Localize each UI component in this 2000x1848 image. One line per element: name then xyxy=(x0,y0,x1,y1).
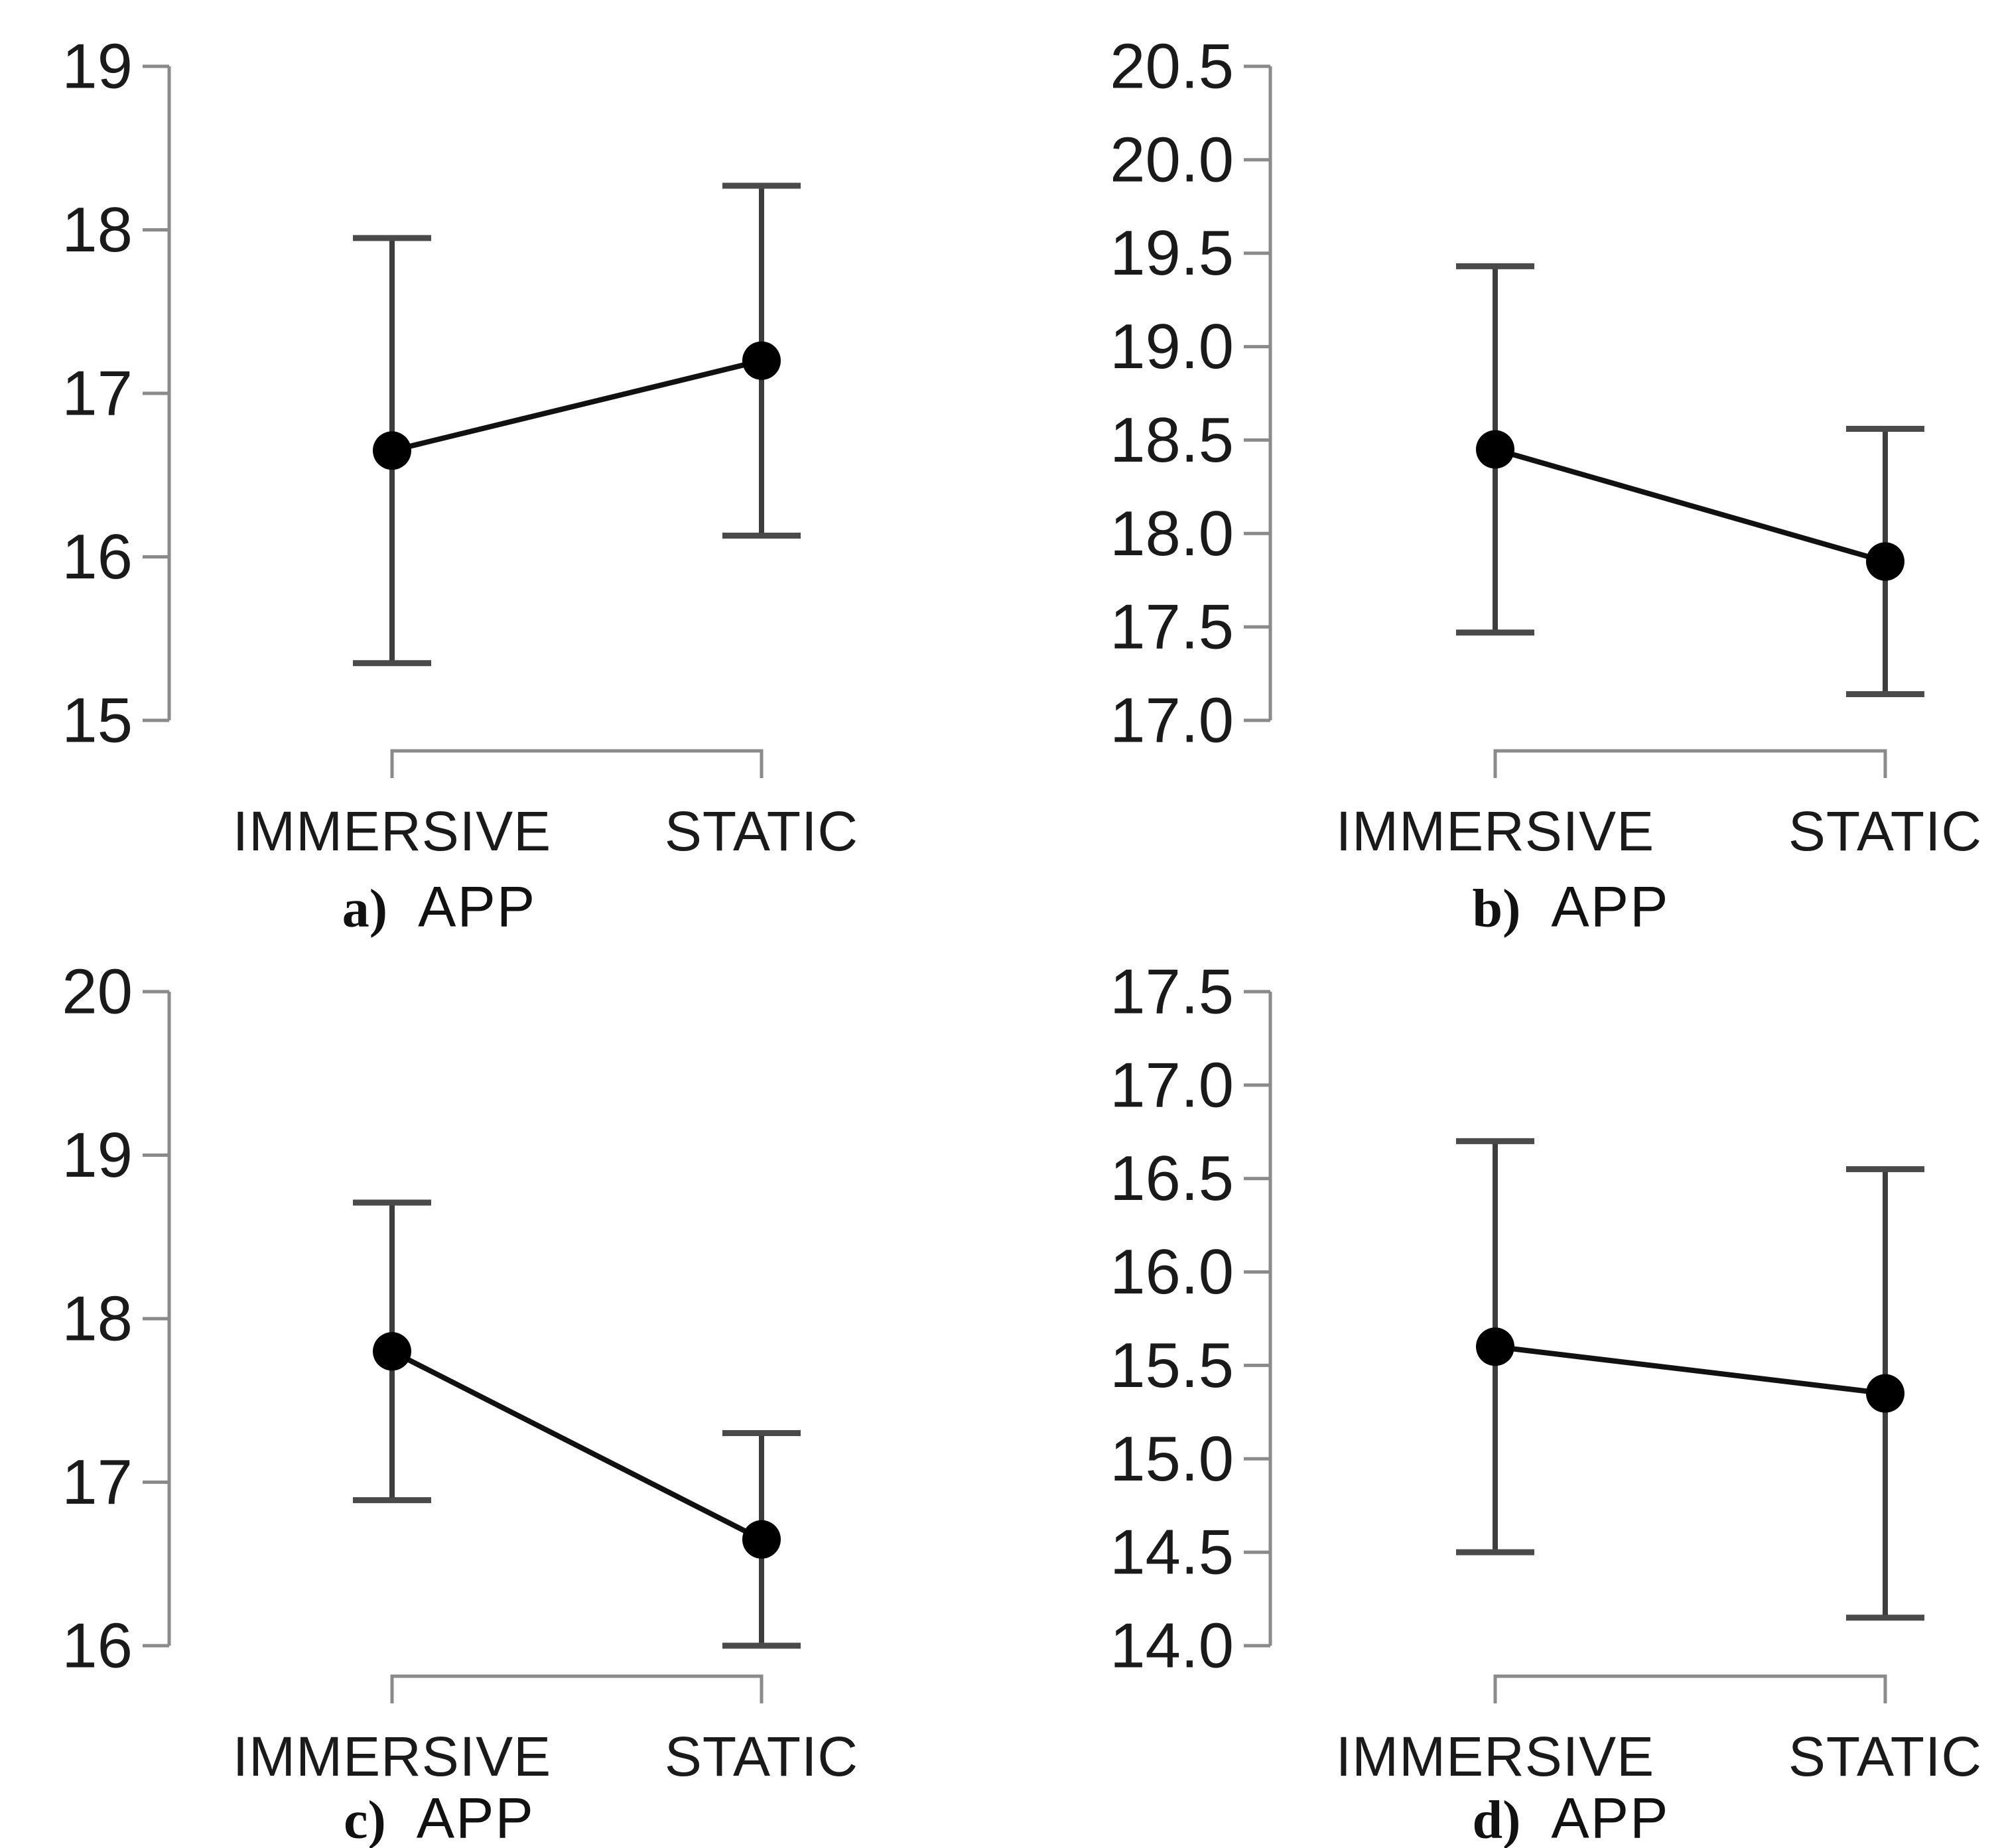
axis-factor-label-a: APP xyxy=(418,875,537,939)
y-tick-label-c: 19 xyxy=(62,1120,133,1191)
x-bracket-b xyxy=(1493,749,1887,778)
x-bracket-a xyxy=(390,749,764,778)
panel-letter-b: b) xyxy=(1472,878,1521,939)
y-tick-label-a: 19 xyxy=(62,31,133,102)
caption-panel-b: b) APP xyxy=(1472,875,1669,941)
y-tick-label-c: 20 xyxy=(62,957,133,1027)
y-tick-label-d: 14.0 xyxy=(1110,1611,1234,1682)
y-tick-label-a: 18 xyxy=(62,194,133,265)
axis-factor-label-d: APP xyxy=(1551,1786,1670,1848)
y-tick-label-b: 20.5 xyxy=(1110,31,1234,102)
y-tick-label-c: 17 xyxy=(62,1447,133,1518)
category-label-b-static: STATIC xyxy=(1788,800,1982,862)
y-tick-label-a: 16 xyxy=(62,521,133,592)
y-tick-label-b: 18.5 xyxy=(1110,405,1234,476)
category-label-d-static: STATIC xyxy=(1788,1725,1982,1788)
axis-factor-label-b: APP xyxy=(1551,875,1670,939)
caption-panel-a: a) APP xyxy=(342,875,536,941)
mean-point-c-immersive xyxy=(373,1332,411,1371)
mean-point-b-static xyxy=(1866,542,1904,581)
axis-factor-label-c: APP xyxy=(416,1786,535,1848)
category-label-a-static: STATIC xyxy=(665,800,858,862)
mean-point-a-immersive xyxy=(373,431,411,470)
mean-point-d-immersive xyxy=(1476,1327,1514,1366)
x-bracket-c xyxy=(390,1674,764,1703)
y-tick-label-c: 16 xyxy=(62,1611,133,1682)
mean-point-c-static xyxy=(742,1520,781,1559)
mean-point-a-static xyxy=(742,341,781,380)
y-tick-label-d: 15.0 xyxy=(1110,1423,1234,1494)
category-label-a-immersive: IMMERSIVE xyxy=(233,800,551,862)
category-label-c-static: STATIC xyxy=(665,1725,858,1788)
y-tick-label-b: 17.0 xyxy=(1110,685,1234,756)
category-label-d-immersive: IMMERSIVE xyxy=(1336,1725,1654,1788)
y-tick-label-b: 19.0 xyxy=(1110,311,1234,382)
mean-point-b-immersive xyxy=(1476,430,1514,469)
mean-connector-d xyxy=(1495,1344,1886,1396)
caption-panel-c: c) APP xyxy=(344,1786,535,1848)
panel-letter-a: a) xyxy=(342,878,388,939)
y-tick-label-d: 15.5 xyxy=(1110,1330,1234,1401)
category-label-b-immersive: IMMERSIVE xyxy=(1336,800,1654,862)
mean-point-d-static xyxy=(1866,1374,1904,1413)
y-tick-label-d: 16.0 xyxy=(1110,1236,1234,1307)
y-tick-label-b: 20.0 xyxy=(1110,124,1234,195)
y-tick-label-b: 19.5 xyxy=(1110,218,1234,289)
panel-letter-c: c) xyxy=(344,1789,386,1848)
y-tick-label-b: 18.0 xyxy=(1110,498,1234,569)
y-tick-label-b: 17.5 xyxy=(1110,592,1234,663)
y-tick-label-a: 15 xyxy=(62,685,133,756)
y-tick-label-d: 17.5 xyxy=(1110,957,1234,1027)
x-bracket-d xyxy=(1493,1674,1887,1703)
y-tick-label-a: 17 xyxy=(62,358,133,429)
y-tick-label-d: 17.0 xyxy=(1110,1049,1234,1120)
mean-connector-c xyxy=(391,1349,763,1542)
y-tick-label-d: 14.5 xyxy=(1110,1517,1234,1588)
panel-letter-d: d) xyxy=(1472,1789,1521,1848)
mean-connector-b xyxy=(1494,446,1887,564)
y-tick-label-c: 18 xyxy=(62,1284,133,1354)
caption-panel-d: d) APP xyxy=(1472,1786,1669,1848)
mean-connector-a xyxy=(391,358,762,454)
category-label-c-immersive: IMMERSIVE xyxy=(233,1725,551,1788)
y-tick-label-d: 16.5 xyxy=(1110,1143,1234,1214)
